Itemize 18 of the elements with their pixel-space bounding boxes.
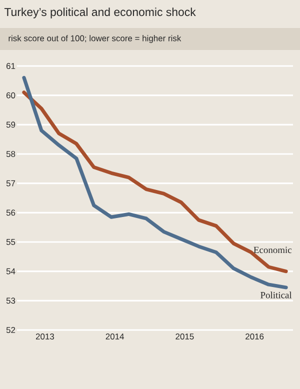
chart-subtitle: risk score out of 100; lower score = higher risk xyxy=(8,35,182,43)
y-tick-label: 61 xyxy=(6,63,16,69)
y-tick-label: 58 xyxy=(6,151,16,157)
x-tick-label: 2014 xyxy=(106,334,124,340)
y-tick-label: 52 xyxy=(6,327,16,333)
y-tick-label: 54 xyxy=(6,268,16,274)
y-tick-label: 55 xyxy=(6,239,16,245)
y-tick-label: 57 xyxy=(6,180,16,186)
y-tick-label: 59 xyxy=(6,122,16,128)
y-tick-label: 56 xyxy=(6,210,16,216)
series-label: Economic xyxy=(254,246,292,254)
chart-title: Turkey’s political and economic shock xyxy=(4,8,196,18)
y-tick-label: 53 xyxy=(6,298,16,304)
series-label: Political xyxy=(260,292,292,298)
x-tick-label: 2013 xyxy=(36,334,54,340)
x-tick-label: 2016 xyxy=(246,334,264,340)
x-tick-label: 2015 xyxy=(176,334,194,340)
y-tick-label: 60 xyxy=(6,92,16,98)
